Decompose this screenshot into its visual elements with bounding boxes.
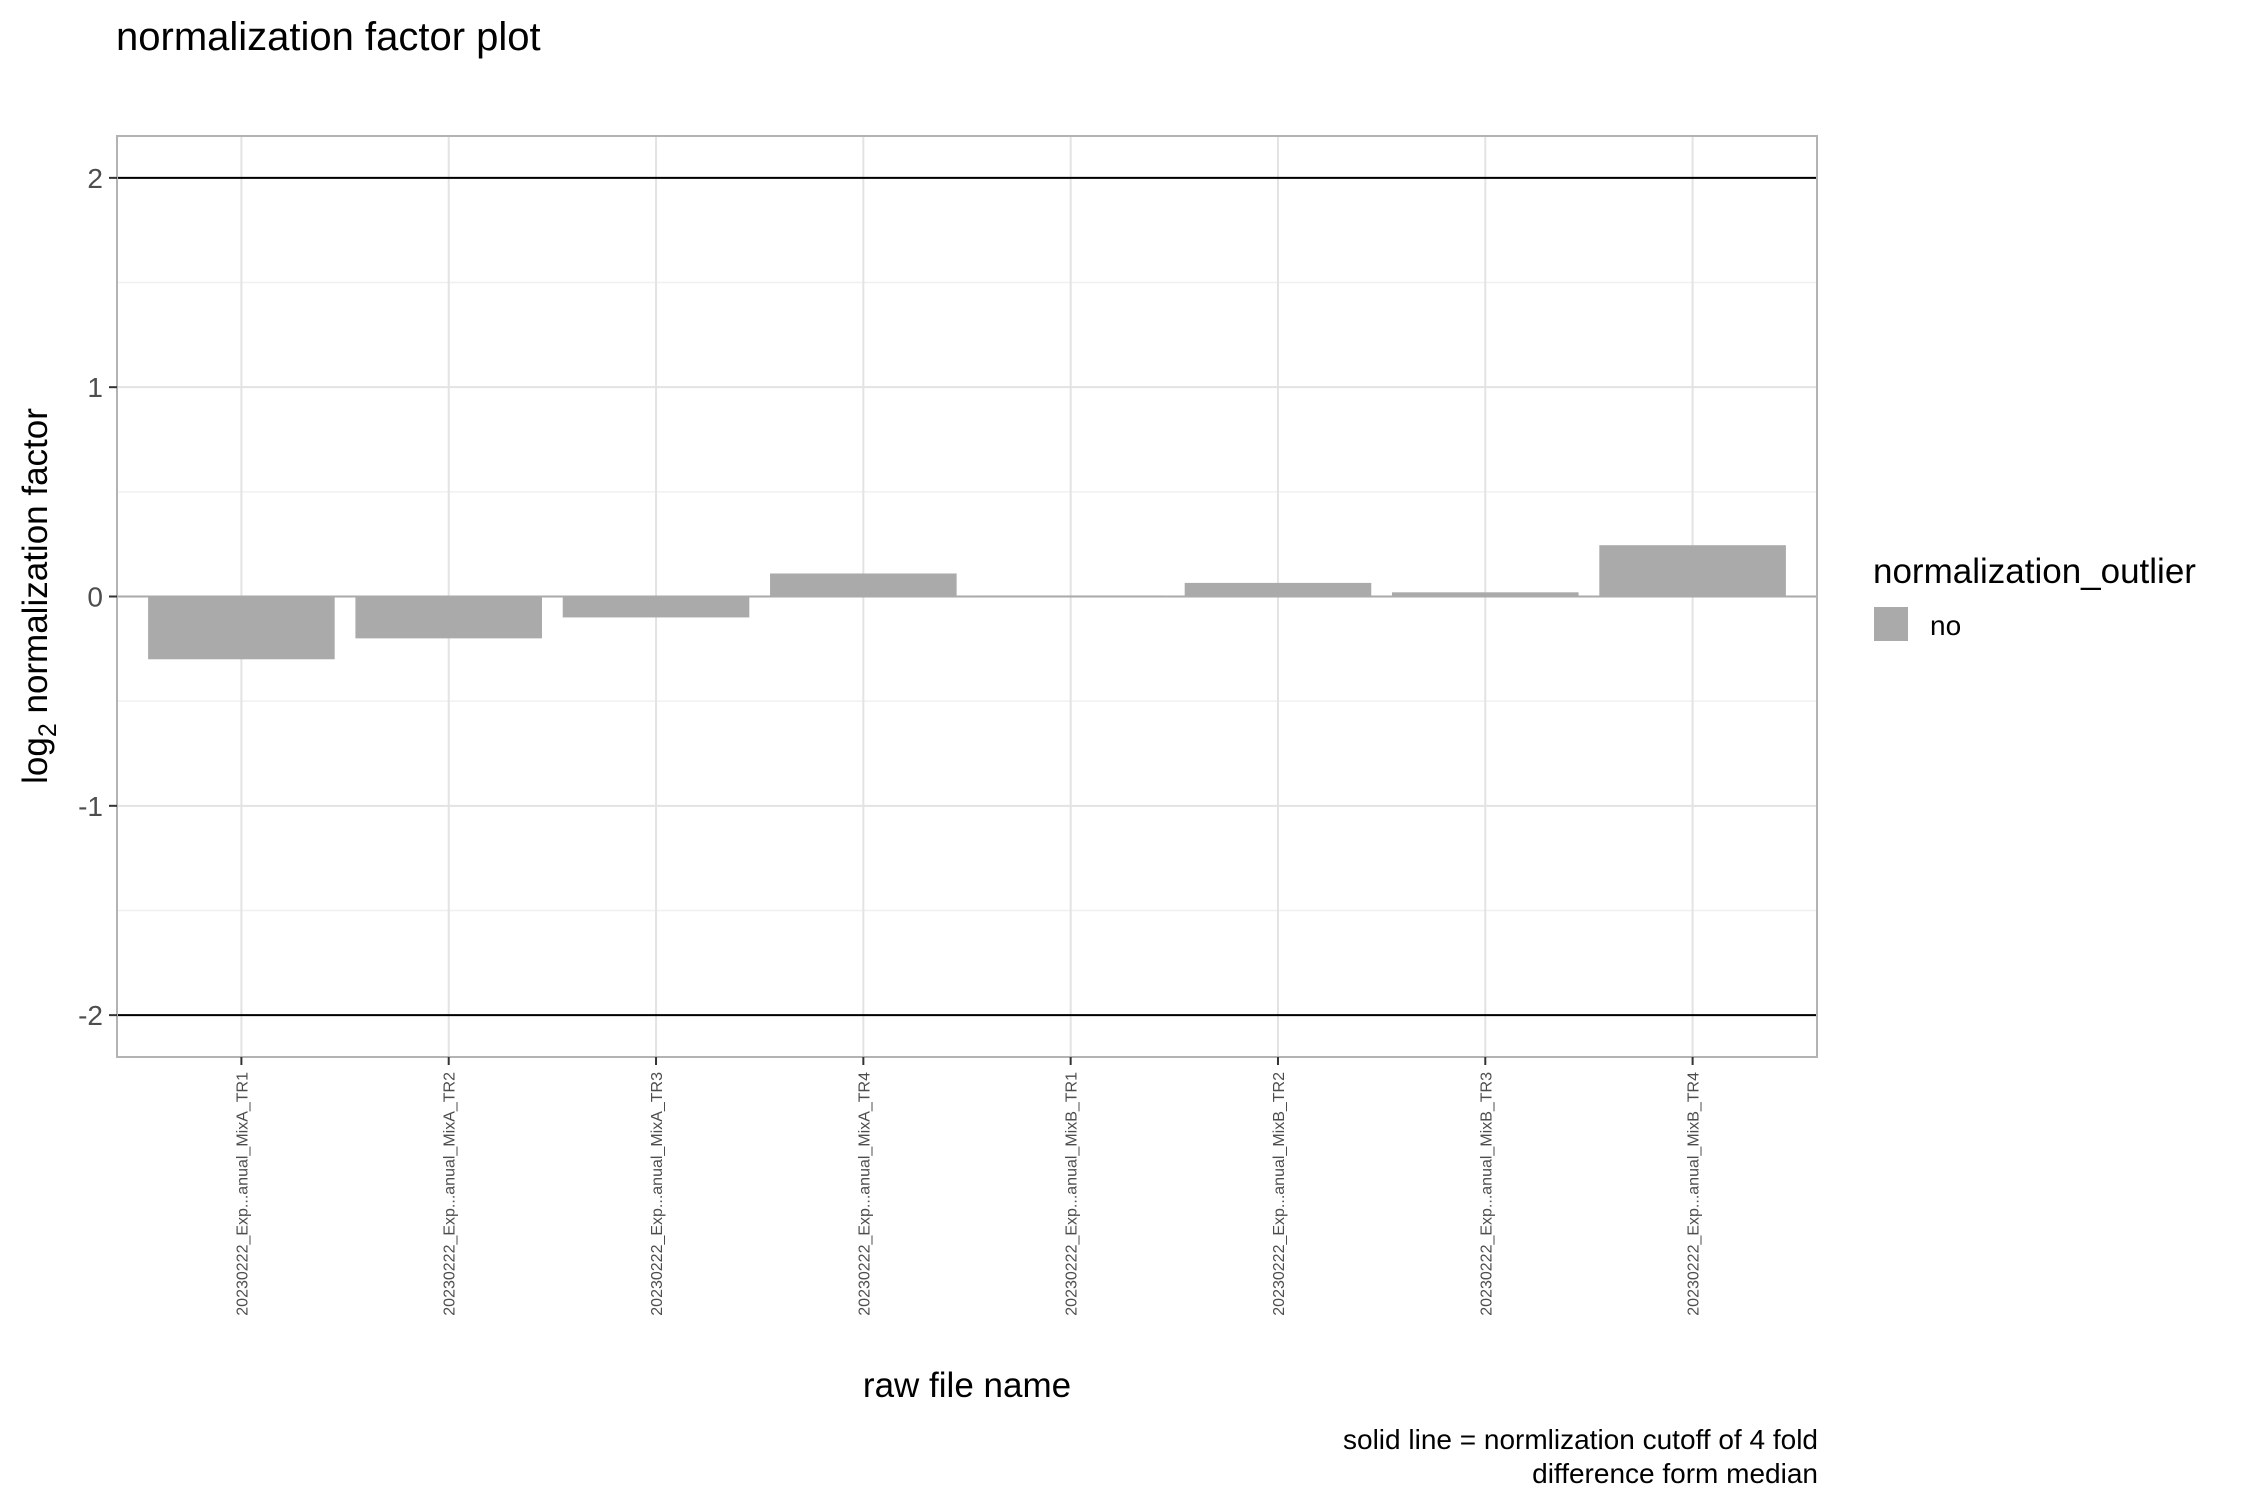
plot-area: [116, 135, 1818, 1058]
x-tick-label: 20230222_Exp...anual_MixA_TR2: [442, 1072, 459, 1316]
legend-label-no: no: [1930, 610, 1961, 641]
x-tick-label: 20230222_Exp...anual_MixA_TR3: [649, 1072, 666, 1316]
y-axis-title: log2 normalization factor: [16, 408, 62, 784]
bar: [1392, 592, 1579, 597]
legend: normalization_outlier no: [1873, 552, 2196, 641]
y-tick-label: 1: [87, 372, 103, 403]
y-tick-label: -2: [78, 1000, 103, 1031]
caption-line-2: difference form median: [1532, 1458, 1818, 1489]
x-tick-label: 20230222_Exp...anual_MixB_TR4: [1686, 1072, 1703, 1316]
bar: [1599, 545, 1786, 597]
bar: [562, 596, 750, 618]
x-axis-ticks: 20230222_Exp...anual_MixA_TR1 20230222_Ex…: [234, 1057, 1703, 1316]
y-tick-label: 0: [87, 582, 103, 613]
minor-gridlines: [117, 281, 1817, 912]
y-axis-title-log: log: [16, 737, 55, 784]
x-tick-label: 20230222_Exp...anual_MixA_TR4: [856, 1072, 873, 1316]
y-tick-label: 2: [87, 163, 103, 194]
x-tick-label: 20230222_Exp...anual_MixB_TR3: [1478, 1072, 1495, 1316]
x-axis-title: raw file name: [863, 1366, 1071, 1405]
bar: [1184, 582, 1372, 597]
y-axis-title-rest: normalization factor: [16, 408, 55, 723]
y-tick-label: -1: [78, 791, 103, 822]
x-tick-label: 20230222_Exp...anual_MixB_TR1: [1064, 1072, 1081, 1316]
bar: [355, 596, 542, 639]
x-tick-label: 20230222_Exp...anual_MixB_TR2: [1271, 1072, 1288, 1316]
x-tick-label: 20230222_Exp...anual_MixA_TR1: [234, 1072, 251, 1316]
cutoff-lines: [117, 176, 1817, 1017]
legend-title: normalization_outlier: [1873, 552, 2196, 591]
caption-line-1: solid line = normlization cutoff of 4 fo…: [1343, 1424, 1818, 1455]
chart-title: normalization factor plot: [116, 15, 541, 59]
y-axis-title-subscript: 2: [34, 723, 62, 737]
y-axis-ticks: 2 1 0 -1 -2: [78, 163, 117, 1031]
legend-key-no: [1874, 607, 1908, 641]
bar: [148, 596, 335, 660]
bars: [148, 545, 1786, 660]
bar: [770, 573, 957, 597]
